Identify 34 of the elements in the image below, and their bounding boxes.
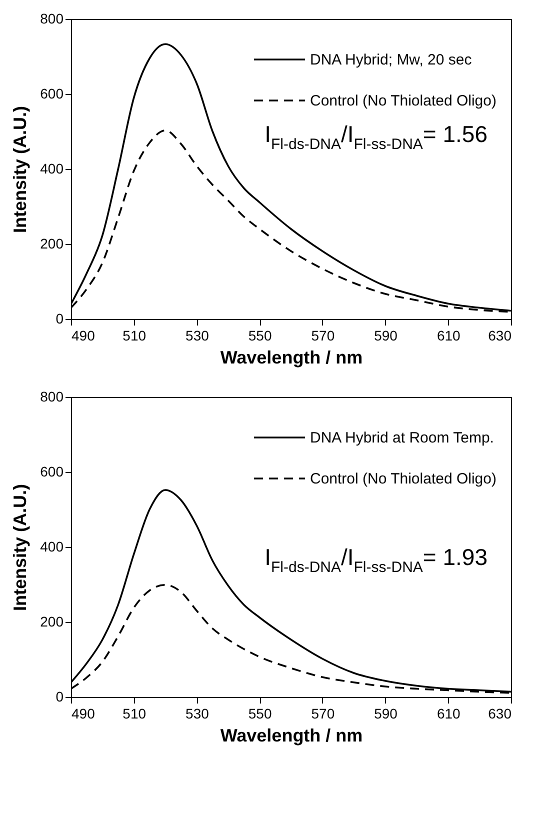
x-tick-label: 610: [436, 706, 461, 722]
x-tick-label: 530: [186, 706, 210, 722]
x-tick-label: 590: [374, 706, 398, 722]
x-tick-label: 510: [122, 706, 146, 722]
legend-label: DNA Hybrid at Room Temp.: [310, 430, 494, 446]
legend-label: Control (No Thiolated Oligo): [310, 92, 496, 110]
x-tick-label: 530: [186, 328, 210, 344]
y-tick-label: 200: [40, 236, 64, 252]
x-tick-label: 630: [488, 706, 512, 722]
x-tick-label: 590: [374, 328, 398, 344]
y-tick-label: 200: [40, 614, 64, 630]
y-tick-label: 400: [40, 160, 64, 176]
y-tick-label: 600: [40, 464, 64, 480]
x-tick-label: 510: [122, 328, 146, 344]
x-axis-title: Wavelength / nm: [220, 348, 363, 368]
x-tick-label: 490: [72, 706, 96, 722]
y-tick-label: 400: [40, 538, 64, 554]
x-tick-label: 490: [72, 328, 96, 344]
y-tick-label: 0: [56, 310, 64, 326]
y-tick-label: 800: [40, 388, 64, 404]
y-axis-title: Intensity (A.U.): [10, 484, 30, 612]
y-tick-label: 800: [40, 10, 64, 26]
x-tick-label: 550: [248, 328, 272, 344]
legend-label: Control (No Thiolated Oligo): [310, 470, 496, 488]
y-tick-label: 600: [40, 86, 64, 102]
x-tick-label: 550: [248, 706, 272, 722]
y-axis-title: Intensity (A.U.): [10, 106, 30, 234]
x-tick-label: 630: [488, 328, 512, 344]
y-tick-label: 0: [56, 688, 64, 704]
x-tick-label: 570: [311, 328, 335, 344]
x-tick-label: 610: [436, 328, 461, 344]
legend-label: DNA Hybrid; Mw, 20 sec: [310, 52, 472, 68]
x-tick-label: 570: [311, 706, 335, 722]
x-axis-title: Wavelength / nm: [220, 726, 363, 746]
